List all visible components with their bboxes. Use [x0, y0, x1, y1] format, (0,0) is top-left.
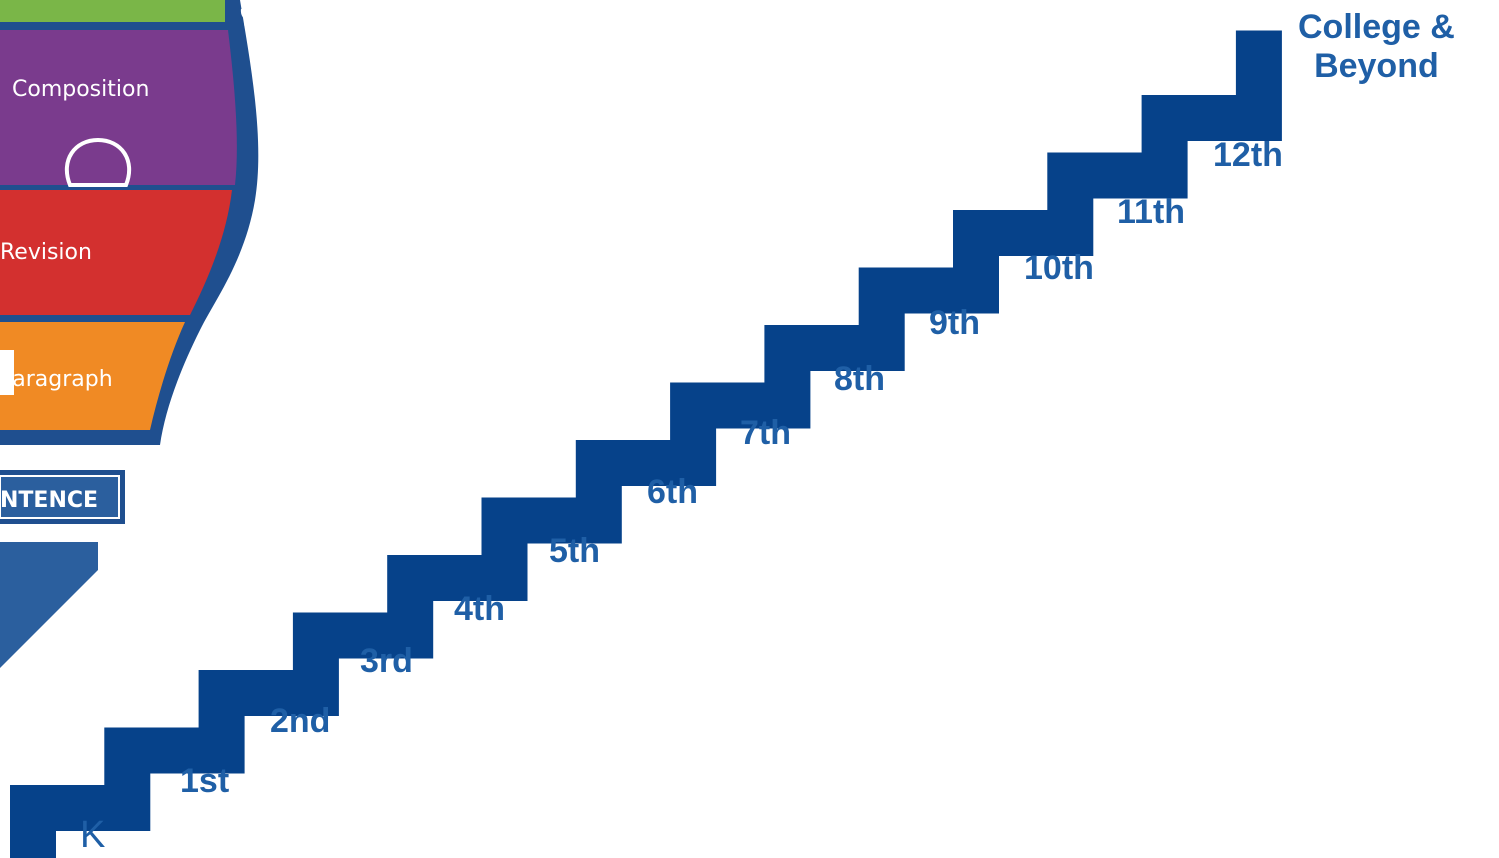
grade-1st-label: 1st: [180, 762, 230, 800]
puzzle-knob: [64, 137, 132, 187]
composition-label: Composition: [12, 77, 149, 102]
grade-7th-label: 7th: [740, 414, 791, 452]
bulb-paragraph-segment: [0, 322, 185, 430]
grade-11th-label: 11th: [1117, 193, 1186, 231]
grade-5th-label: 5th: [549, 532, 600, 570]
bulb-base: [0, 542, 98, 668]
sentence-label: NTENCE: [0, 488, 98, 513]
grade-2nd-label: 2nd: [270, 702, 331, 740]
grade-9th-label: 9th: [929, 304, 980, 342]
bulb-top-segment: [0, 0, 225, 22]
lightbulb: Composition Revision Paragraph NTENCE Su…: [0, 0, 292, 668]
grade-10th-label: 10th: [1024, 249, 1094, 287]
paragraph-label: Paragraph: [0, 367, 113, 392]
bulb-composition-segment: [0, 30, 237, 185]
revision-label: Revision: [0, 240, 92, 265]
paragraph-notch: [0, 350, 14, 395]
staircase: [10, 30, 1282, 858]
college-beyond-label: College & Beyond: [1298, 8, 1455, 86]
grade-6th-label: 6th: [647, 473, 698, 511]
bulb-revision-segment: [0, 190, 232, 315]
beyond-line: Beyond: [1314, 47, 1439, 86]
grade-8th-label: 8th: [834, 360, 885, 398]
college-line: College &: [1298, 8, 1455, 46]
grade-12th-label: 12th: [1213, 136, 1283, 174]
grade-4th-label: 4th: [454, 590, 505, 628]
grade-k-label: K: [80, 814, 106, 856]
grade-3rd-label: 3rd: [360, 642, 413, 680]
